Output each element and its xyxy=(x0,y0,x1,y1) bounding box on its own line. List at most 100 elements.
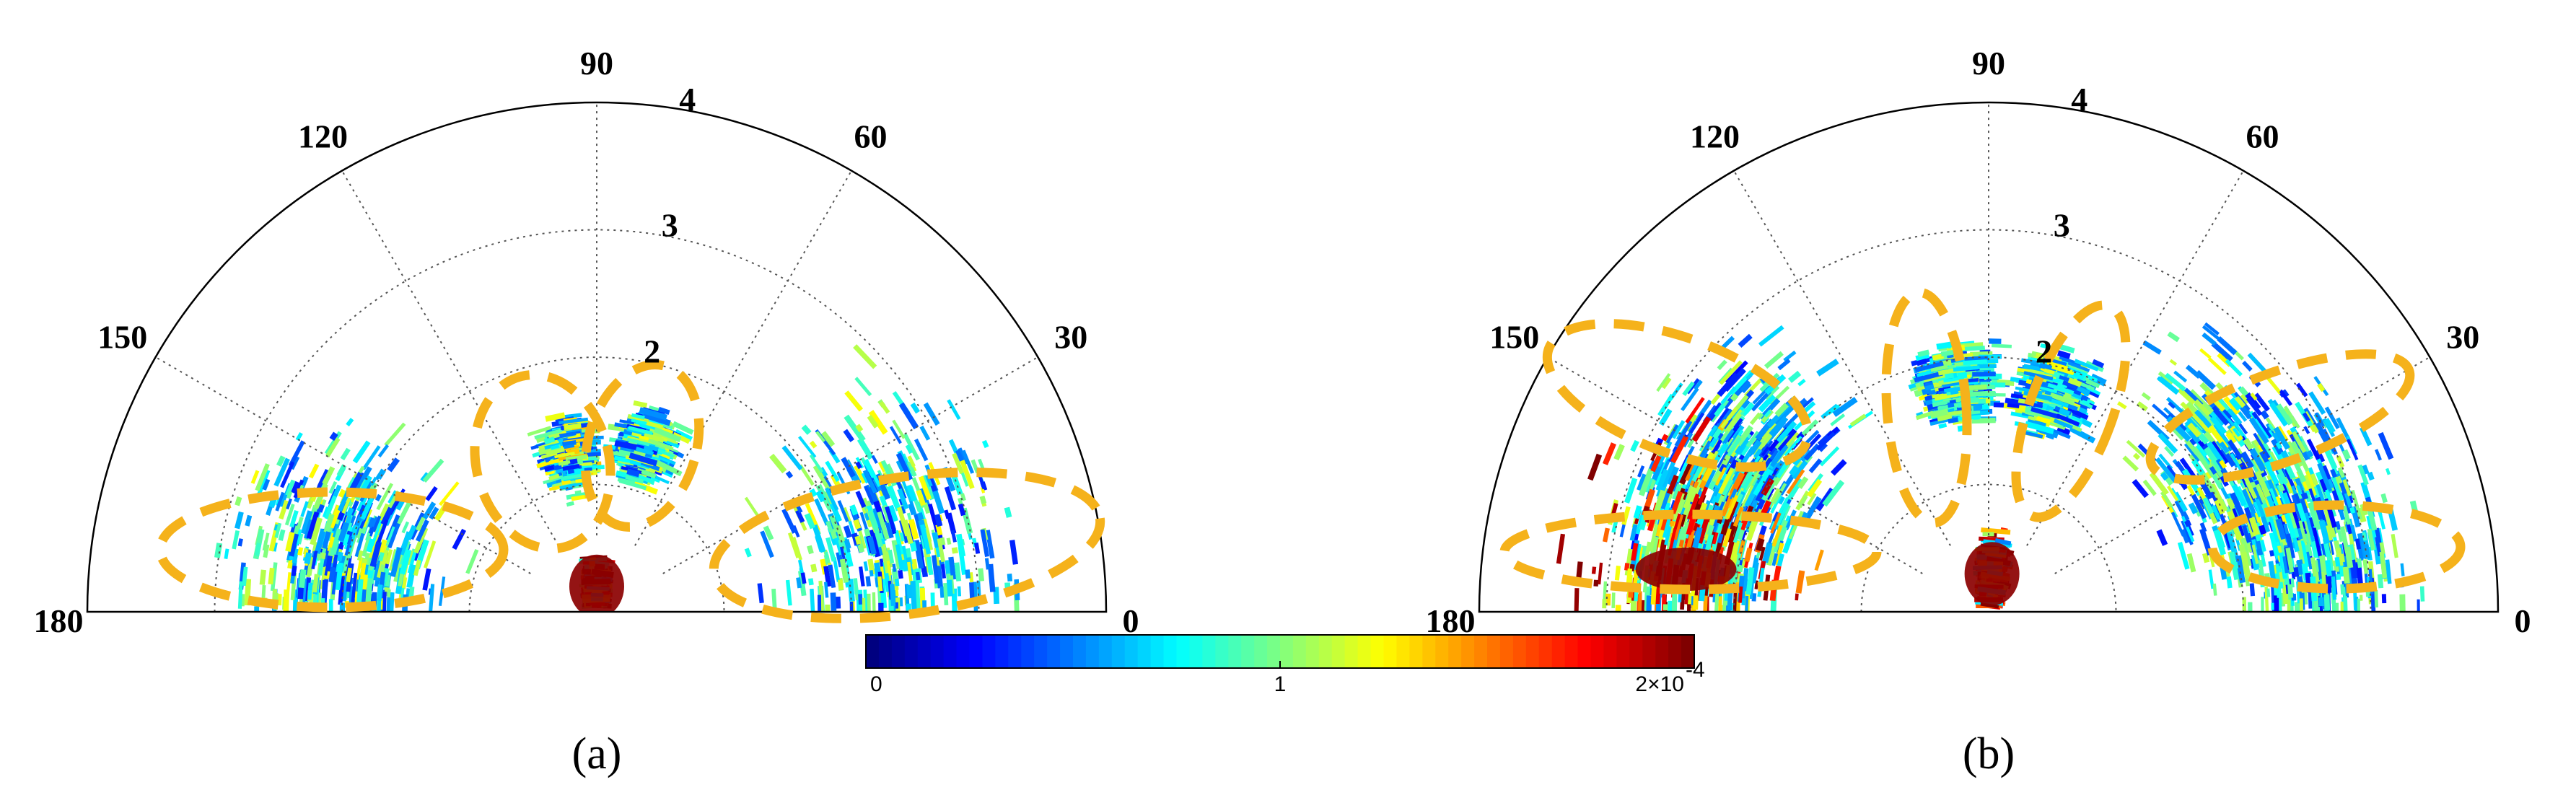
heat-streak xyxy=(2085,386,2101,398)
heat-streak xyxy=(1686,592,1692,606)
heat-streak xyxy=(425,486,438,501)
heat-streak xyxy=(423,540,437,569)
heat-streak xyxy=(548,458,561,465)
heat-streak xyxy=(338,522,349,542)
heat-streak xyxy=(261,584,266,600)
heat-streak xyxy=(2058,408,2070,417)
heat-streak xyxy=(1785,431,1800,448)
heat-streak xyxy=(1602,442,1616,465)
heat-streak xyxy=(2349,506,2356,514)
polar-plot-b: 0 30 60 90 120 150 180 2 3 4 (b) xyxy=(1426,45,2531,778)
heat-streak xyxy=(626,435,651,444)
heat-streak xyxy=(1650,455,1662,473)
heat-streak xyxy=(1614,565,1621,581)
heat-streak xyxy=(867,414,879,429)
heat-streak xyxy=(1736,493,1744,504)
heat-streak xyxy=(328,566,336,583)
heat-streak xyxy=(2399,594,2406,612)
heat-streak xyxy=(429,506,439,520)
heat-streak xyxy=(558,452,575,458)
heat-streak xyxy=(1597,562,1603,585)
heat-streak xyxy=(291,565,297,576)
heat-streak xyxy=(1761,446,1770,457)
heat-streak xyxy=(288,440,305,467)
heat-streak xyxy=(2007,403,2020,408)
highlight-ellipses-a xyxy=(155,360,1105,623)
heat-core xyxy=(569,554,624,612)
heat-streak xyxy=(2225,359,2243,377)
heat-streak xyxy=(1745,567,1755,595)
heat-streak xyxy=(268,567,275,585)
heat-streak xyxy=(1645,478,1655,493)
heat-streak xyxy=(1740,470,1755,491)
heat-streak xyxy=(920,524,932,555)
heat-streak xyxy=(330,528,343,556)
heat-streak xyxy=(853,519,862,530)
heat-streak xyxy=(2141,392,2151,401)
heat-streak xyxy=(915,571,921,581)
heat-streak xyxy=(910,402,920,414)
heat-streak xyxy=(914,438,929,462)
heat-streak xyxy=(275,491,285,512)
heat-streak xyxy=(1778,496,1785,505)
heat-streak xyxy=(839,558,849,584)
heat-streak xyxy=(558,417,589,425)
heatmap-b xyxy=(1556,322,2425,612)
heat-streak xyxy=(958,503,966,517)
heat-streak xyxy=(1726,494,1739,519)
heat-streak xyxy=(955,449,964,462)
heat-streak xyxy=(355,527,363,539)
heat-streak xyxy=(376,584,383,602)
radial-tick-a-2: 2 xyxy=(644,333,660,369)
heat-streak xyxy=(937,537,945,563)
heat-streak xyxy=(978,474,986,490)
heat-streak xyxy=(300,510,313,535)
heat-streak xyxy=(1644,541,1652,556)
heat-streak xyxy=(566,491,588,500)
heat-streak xyxy=(628,452,658,467)
heat-streak xyxy=(2018,398,2025,404)
heat-streak xyxy=(648,428,678,444)
heat-streak xyxy=(1670,435,1689,464)
heat-streak xyxy=(837,500,849,522)
heat-streak xyxy=(823,566,832,587)
heat-streak xyxy=(785,579,792,606)
heat-streak xyxy=(1693,522,1700,532)
heat-streak xyxy=(946,537,952,545)
heat-streak xyxy=(1671,594,1678,612)
heat-streak xyxy=(300,501,309,517)
heat-streak xyxy=(1769,385,1790,406)
heat-streak xyxy=(825,487,839,512)
heat-streak xyxy=(346,418,354,427)
heat-streak xyxy=(832,557,841,582)
heat-streak xyxy=(854,377,872,397)
heat-streak xyxy=(1734,436,1750,455)
heat-streak xyxy=(1965,367,1975,374)
heat-streak xyxy=(1945,372,1954,379)
heat-streak xyxy=(2300,492,2309,501)
heat-streak xyxy=(628,426,653,435)
heat-streak xyxy=(1693,480,1699,488)
heat-streak xyxy=(394,499,413,529)
heat-streak xyxy=(1674,420,1693,447)
heat-streak xyxy=(428,584,435,612)
heat-streak xyxy=(527,426,552,436)
heat-streak xyxy=(1815,487,1835,512)
heat-streak xyxy=(1692,527,1703,549)
heat-streak xyxy=(1613,444,1625,461)
heat-streak xyxy=(1691,416,1712,442)
angle-tick-a-0: 0 xyxy=(1123,602,1139,639)
heat-streak xyxy=(855,491,867,509)
heat-streak xyxy=(844,414,866,442)
heat-streak xyxy=(1722,528,1732,547)
heat-streak xyxy=(2380,493,2388,504)
heat-streak xyxy=(875,473,891,501)
radial-tick-a-4: 4 xyxy=(679,81,696,118)
heat-streak xyxy=(1963,359,1988,366)
heat-streak xyxy=(2169,359,2178,366)
heat-streak xyxy=(566,501,574,507)
heat-streak xyxy=(1732,522,1743,543)
heat-streak xyxy=(346,507,354,517)
heat-streak xyxy=(810,563,818,573)
heat-streak xyxy=(2226,576,2233,589)
